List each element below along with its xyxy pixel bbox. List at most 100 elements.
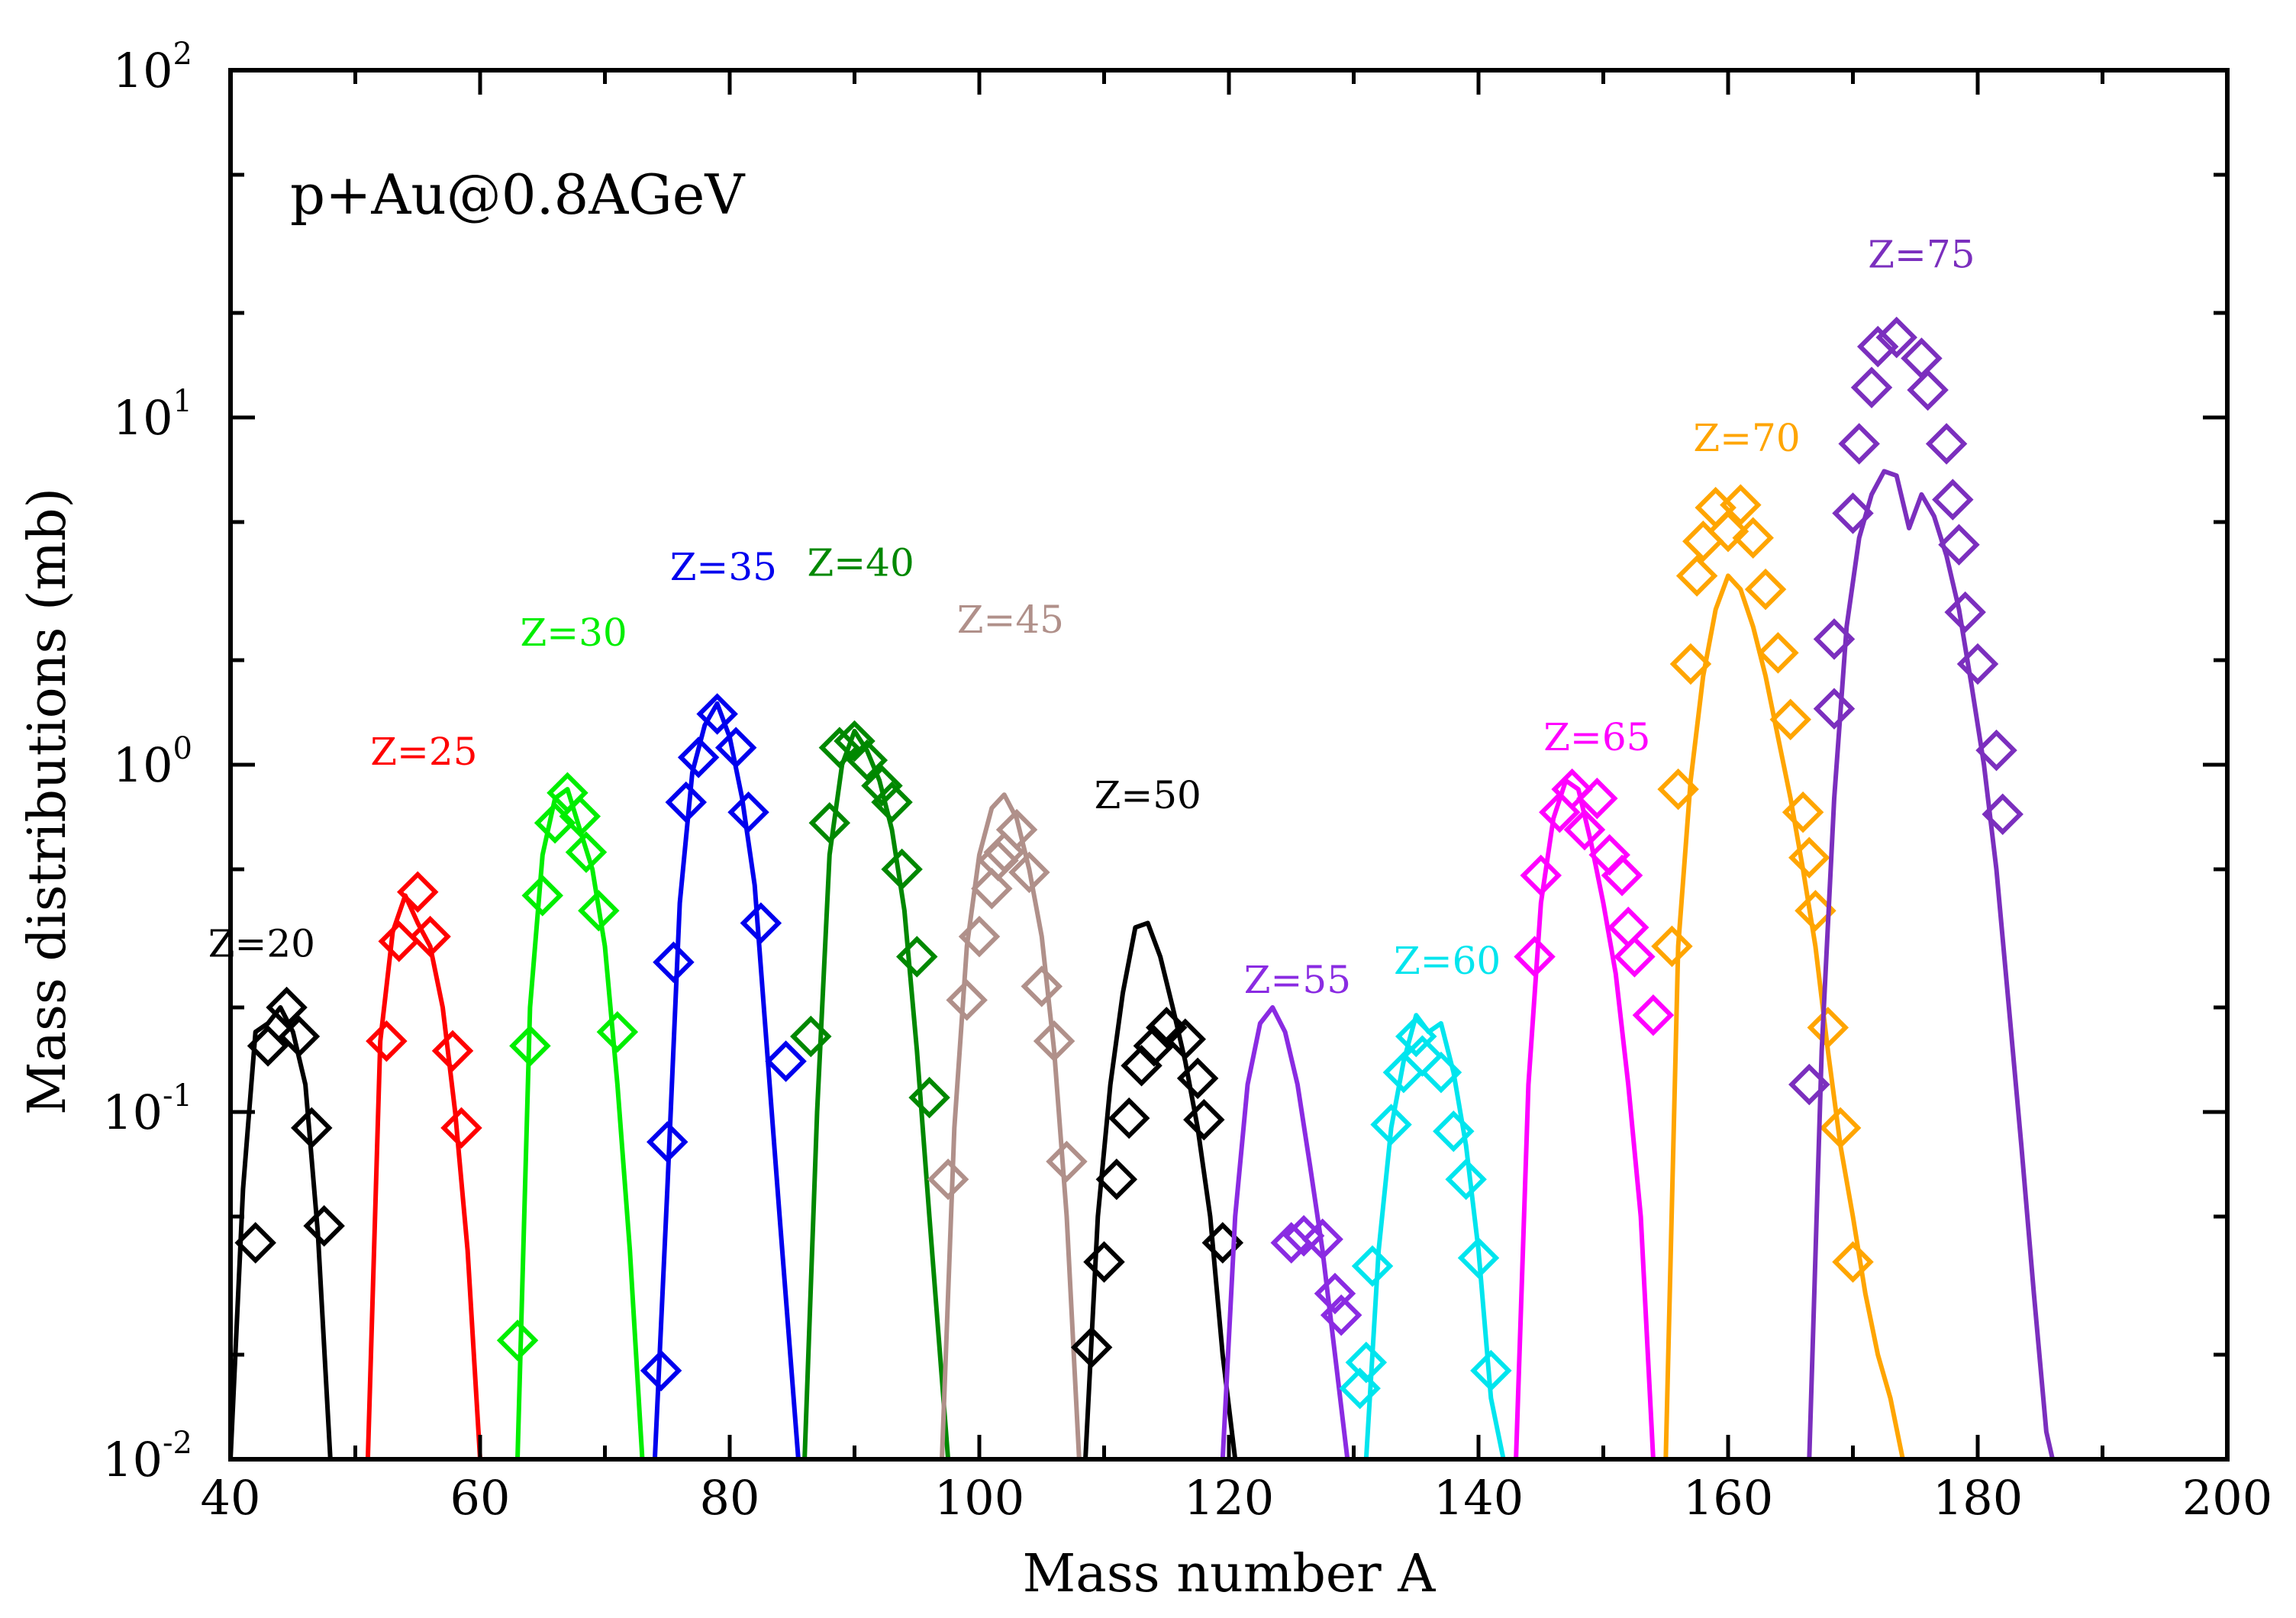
- data-point-z25-5: [440, 1107, 482, 1149]
- data-point-z25-4: [431, 1030, 474, 1072]
- data-point-z70-2: [1669, 643, 1712, 685]
- data-point-z60-8: [1433, 1110, 1475, 1152]
- data-point-z70-13: [1788, 836, 1830, 879]
- series-label-z70: Z=70: [1693, 416, 1800, 460]
- series-line-z40: [802, 728, 951, 1459]
- data-point-z65-0: [1514, 936, 1556, 978]
- data-point-z20-2: [266, 986, 308, 1029]
- data-point-z75-16: [1982, 793, 2024, 836]
- data-point-z70-11: [1769, 698, 1811, 740]
- data-point-z30-0: [496, 1319, 539, 1362]
- series-label-z30: Z=30: [520, 611, 627, 655]
- data-point-z40-5: [861, 765, 903, 807]
- data-point-z50-8: [1176, 1057, 1219, 1100]
- data-point-z35-0: [640, 1349, 682, 1392]
- x-tick-label: 140: [1433, 1470, 1524, 1526]
- y-tick-label: 100: [113, 731, 192, 793]
- data-point-z70-3: [1675, 555, 1718, 597]
- data-point-z75-6: [1856, 325, 1899, 368]
- data-point-z20-1: [247, 1025, 289, 1067]
- data-point-z65-5: [1576, 777, 1618, 820]
- data-point-z55-0: [1270, 1222, 1312, 1264]
- series-line-z30: [515, 787, 645, 1459]
- data-point-z35-3: [665, 781, 708, 824]
- data-point-z30-1: [509, 1025, 551, 1067]
- data-point-z30-2: [521, 875, 563, 917]
- data-point-z60-0: [1339, 1367, 1381, 1410]
- data-point-z65-4: [1563, 808, 1606, 851]
- data-point-z35-8: [740, 902, 782, 944]
- x-tick-label: 80: [700, 1470, 760, 1526]
- data-point-z25-0: [366, 1020, 408, 1062]
- data-point-z35-9: [765, 1040, 807, 1082]
- data-point-z60-1: [1345, 1341, 1388, 1384]
- data-point-z50-6: [1146, 1007, 1188, 1049]
- series-label-z60: Z=60: [1394, 939, 1501, 983]
- series-label-z20: Z=20: [208, 922, 315, 966]
- series-label-z35: Z=35: [670, 545, 777, 589]
- data-point-z45-3: [971, 867, 1013, 910]
- data-point-z30-8: [596, 1010, 639, 1053]
- data-point-z70-8: [1732, 517, 1774, 559]
- data-point-z30-6: [565, 831, 608, 873]
- data-point-z70-17: [1832, 1241, 1874, 1283]
- data-point-z45-10: [1046, 1140, 1088, 1183]
- data-point-z60-11: [1470, 1349, 1512, 1392]
- x-axis-title: Mass number A: [1023, 1544, 1437, 1604]
- series-line-z25: [365, 893, 482, 1459]
- data-point-z35-6: [714, 727, 757, 769]
- x-tick-label: 40: [201, 1470, 261, 1526]
- data-point-z40-4: [846, 739, 888, 782]
- series-label-z65: Z=65: [1543, 715, 1650, 759]
- data-point-z30-7: [578, 889, 620, 932]
- y-tick-label: 102: [113, 37, 192, 98]
- data-point-z20-5: [303, 1204, 345, 1247]
- data-point-z55-2: [1301, 1218, 1343, 1261]
- data-point-z40-3: [834, 720, 876, 762]
- data-point-z40-8: [896, 936, 938, 978]
- data-point-z60-9: [1445, 1158, 1487, 1201]
- data-point-z45-9: [1033, 1020, 1075, 1062]
- data-point-z40-6: [871, 781, 913, 824]
- x-tick-label: 180: [1933, 1470, 2023, 1526]
- data-point-z75-15: [1975, 729, 2017, 772]
- data-point-z50-0: [1070, 1326, 1113, 1368]
- data-point-z45-1: [946, 979, 988, 1021]
- data-point-z35-4: [677, 736, 720, 778]
- data-point-z65-10: [1632, 994, 1675, 1036]
- data-point-z60-10: [1457, 1236, 1500, 1279]
- data-point-z70-10: [1757, 632, 1799, 674]
- series-label-z45: Z=45: [957, 598, 1064, 642]
- data-point-z75-3: [1832, 492, 1874, 534]
- data-point-z65-9: [1614, 936, 1656, 978]
- x-tick-label: 160: [1683, 1470, 1773, 1526]
- data-point-z75-1: [1813, 688, 1856, 730]
- data-point-z75-0: [1788, 1063, 1830, 1106]
- axes-layer: 40 60 80 100 120 140 160 180 200 10-2 10-1 100 101 10…: [102, 37, 2272, 1526]
- data-point-z75-11: [1932, 479, 1974, 521]
- series-label-z50: Z=50: [1095, 773, 1201, 817]
- data-point-z70-9: [1744, 568, 1787, 611]
- data-point-z75-13: [1944, 591, 1986, 633]
- data-point-z20-4: [291, 1107, 333, 1149]
- series-label-z55: Z=55: [1244, 958, 1351, 1002]
- data-point-z35-1: [647, 1120, 688, 1163]
- data-point-z40-0: [790, 1015, 832, 1058]
- data-point-z60-5: [1395, 1015, 1437, 1058]
- data-point-z40-7: [881, 848, 923, 891]
- x-tick-label: 60: [450, 1470, 511, 1526]
- data-point-z25-2: [397, 871, 439, 914]
- data-point-z20-3: [278, 1015, 321, 1058]
- series-label-z75: Z=75: [1868, 233, 1975, 277]
- data-point-z55-4: [1320, 1294, 1362, 1336]
- data-point-z70-16: [1819, 1107, 1862, 1149]
- x-tick-label: 120: [1184, 1470, 1274, 1526]
- data-point-z60-2: [1351, 1245, 1394, 1288]
- data-point-z20-0: [234, 1222, 276, 1264]
- data-point-z70-15: [1807, 1007, 1849, 1049]
- y-tick-label: 101: [113, 384, 192, 446]
- series-label-z25: Z=25: [370, 730, 477, 774]
- data-point-z75-9: [1907, 369, 1949, 411]
